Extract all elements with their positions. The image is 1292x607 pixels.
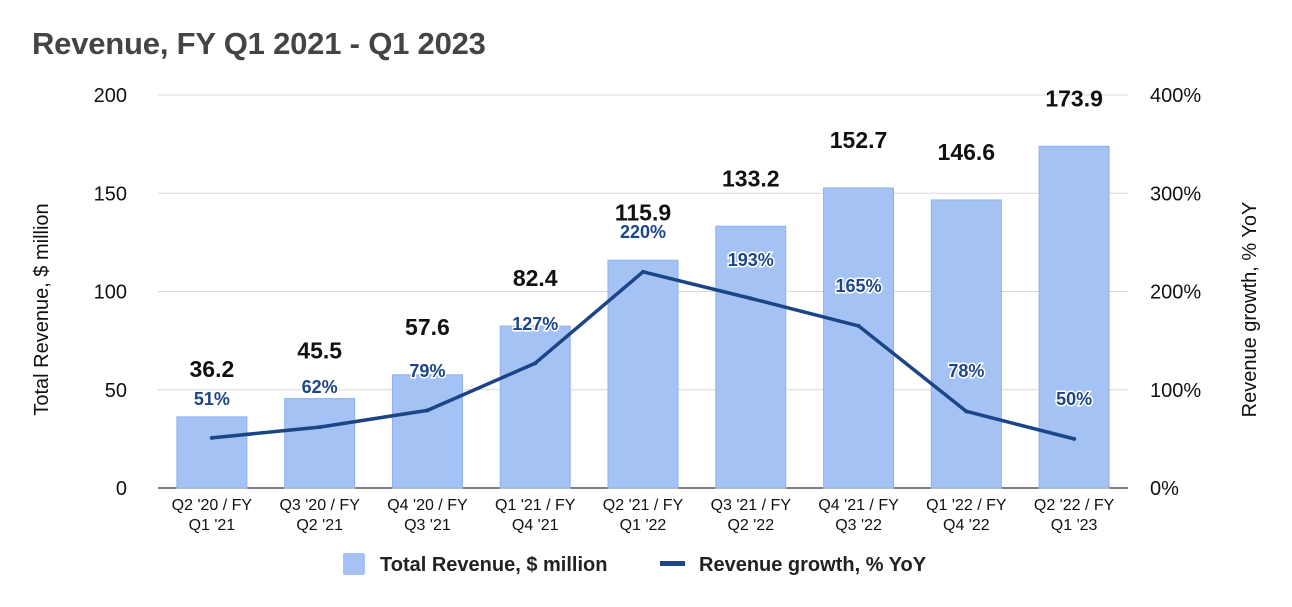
growth-point bbox=[856, 323, 861, 328]
right-axis-title: Revenue growth, % YoY bbox=[1239, 202, 1261, 418]
growth-data-label: 79% bbox=[409, 361, 445, 381]
right-axis-tick-label: 100% bbox=[1150, 380, 1201, 402]
left-axis-tick-label: 100 bbox=[94, 282, 127, 304]
revenue-data-label: 133.2 bbox=[722, 165, 780, 191]
legend-swatch-growth bbox=[660, 561, 685, 566]
revenue-bar bbox=[715, 225, 787, 489]
growth-data-label: 50% bbox=[1056, 389, 1092, 409]
x-axis-tick-label: Q2 '21 bbox=[296, 517, 343, 534]
growth-data-label: 165% bbox=[836, 276, 882, 296]
growth-data-label: 78% bbox=[948, 361, 984, 381]
revenue-bar bbox=[1038, 145, 1110, 489]
revenue-bar bbox=[823, 187, 895, 489]
revenue-data-label: 82.4 bbox=[513, 265, 558, 291]
revenue-bar bbox=[499, 325, 571, 489]
x-axis-tick-label: Q3 '21 bbox=[404, 517, 451, 534]
x-axis-tick-label: Q1 '22 / FY bbox=[926, 497, 1007, 514]
x-axis-tick-label: Q4 '21 / FY bbox=[818, 497, 899, 514]
x-axis-tick-label: Q4 '20 / FY bbox=[387, 497, 468, 514]
growth-point bbox=[533, 361, 538, 366]
revenue-bar bbox=[930, 199, 1002, 489]
revenue-bar bbox=[607, 259, 679, 489]
revenue-data-label: 36.2 bbox=[190, 356, 235, 382]
x-axis-tick-label: Q2 '20 / FY bbox=[172, 497, 253, 514]
right-axis-tick-label: 300% bbox=[1150, 183, 1201, 205]
left-axis-tick-label: 150 bbox=[94, 183, 127, 205]
growth-data-label: 220% bbox=[620, 222, 666, 242]
revenue-bar bbox=[176, 416, 248, 489]
revenue-data-label: 57.6 bbox=[405, 314, 450, 340]
x-axis-tick-label: Q4 '22 bbox=[943, 517, 990, 534]
right-axis-tick-label: 400% bbox=[1150, 85, 1201, 107]
revenue-bar bbox=[391, 374, 463, 489]
legend-label-growth: Revenue growth, % YoY bbox=[699, 554, 927, 576]
left-axis-title: Total Revenue, $ million bbox=[31, 203, 53, 415]
revenue-data-label: 152.7 bbox=[830, 127, 888, 153]
revenue-bar bbox=[284, 398, 356, 489]
right-axis-tick-label: 0% bbox=[1150, 478, 1179, 500]
revenue-data-label: 146.6 bbox=[938, 139, 996, 165]
growth-point bbox=[964, 409, 969, 414]
left-axis-tick-label: 0 bbox=[116, 478, 127, 500]
right-axis-tick-label: 200% bbox=[1150, 282, 1201, 304]
x-axis-tick-label: Q3 '22 bbox=[835, 517, 882, 534]
growth-point bbox=[1072, 436, 1077, 441]
legend-swatch-revenue bbox=[343, 553, 365, 575]
x-axis-tick-label: Q4 '21 bbox=[512, 517, 559, 534]
left-axis-tick-label: 50 bbox=[105, 380, 127, 402]
growth-data-label: 193% bbox=[728, 250, 774, 270]
left-axis-tick-label: 200 bbox=[94, 85, 127, 107]
x-axis-tick-label: Q1 '21 / FY bbox=[495, 497, 576, 514]
growth-point bbox=[209, 435, 214, 440]
revenue-data-label: 173.9 bbox=[1045, 85, 1103, 111]
growth-point bbox=[317, 425, 322, 430]
growth-point bbox=[748, 296, 753, 301]
x-axis-tick-label: Q2 '22 / FY bbox=[1034, 497, 1115, 514]
x-axis-tick-label: Q2 '21 / FY bbox=[603, 497, 684, 514]
x-axis-tick-label: Q3 '20 / FY bbox=[279, 497, 360, 514]
x-axis-tick-label: Q3 '21 / FY bbox=[711, 497, 792, 514]
chart-title: Revenue, FY Q1 2021 - Q1 2023 bbox=[32, 26, 486, 61]
x-axis-tick-label: Q1 '21 bbox=[189, 517, 236, 534]
revenue-data-label: 45.5 bbox=[297, 338, 342, 364]
legend-label-revenue: Total Revenue, $ million bbox=[380, 554, 607, 576]
growth-data-label: 127% bbox=[512, 314, 558, 334]
x-axis-tick-label: Q1 '23 bbox=[1051, 517, 1098, 534]
x-axis-tick-label: Q2 '22 bbox=[727, 517, 774, 534]
revenue-data-label: 115.9 bbox=[615, 199, 671, 225]
growth-data-label: 62% bbox=[302, 377, 338, 397]
growth-data-label: 51% bbox=[194, 389, 230, 409]
growth-point bbox=[641, 269, 645, 274]
growth-point bbox=[425, 408, 430, 413]
x-axis-tick-label: Q1 '22 bbox=[620, 517, 667, 534]
